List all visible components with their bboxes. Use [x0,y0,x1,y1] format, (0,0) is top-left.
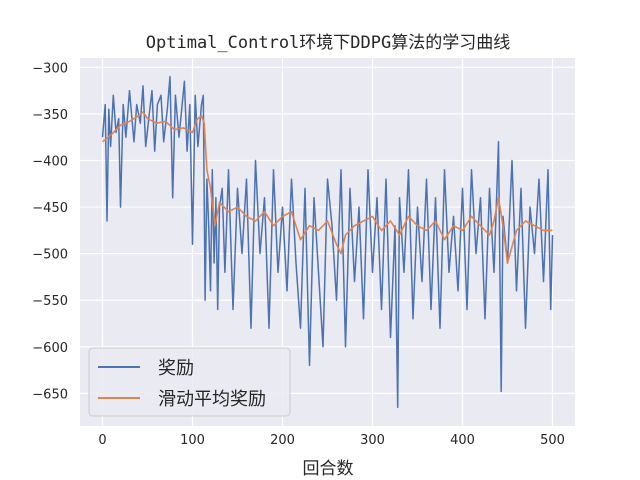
y-tick-label: −500 [32,248,68,263]
x-tick-label: 300 [360,433,385,448]
x-tick-label: 100 [180,433,205,448]
series-group [101,75,554,409]
x-tick-label: 500 [540,433,565,448]
x-axis-label: 回合数 [303,459,354,479]
legend-label-moving-average: 滑动平均奖励 [158,389,266,410]
y-tick-label: −450 [32,201,68,216]
y-tick-label: −600 [32,341,68,356]
series-line-moving-average [101,111,553,264]
x-axis-ticks: 0 100 200 300 400 500 [98,433,565,448]
x-tick-label: 400 [450,433,475,448]
y-tick-label: −300 [32,61,68,76]
x-tick-label: 0 [98,433,106,448]
legend: 奖励 滑动平均奖励 [88,347,291,417]
legend-label-reward: 奖励 [158,358,194,379]
x-tick-label: 200 [270,433,295,448]
y-tick-label: −400 [32,154,68,169]
chart-title: Optimal_Control环境下DDPG算法的学习曲线 [146,33,510,53]
y-tick-label: −350 [32,108,68,123]
y-tick-label: −650 [32,387,68,402]
series-line-reward [101,75,554,409]
y-axis-ticks: −300 −350 −400 −450 −500 −550 −600 −650 [32,61,68,402]
y-tick-label: −550 [32,294,68,309]
